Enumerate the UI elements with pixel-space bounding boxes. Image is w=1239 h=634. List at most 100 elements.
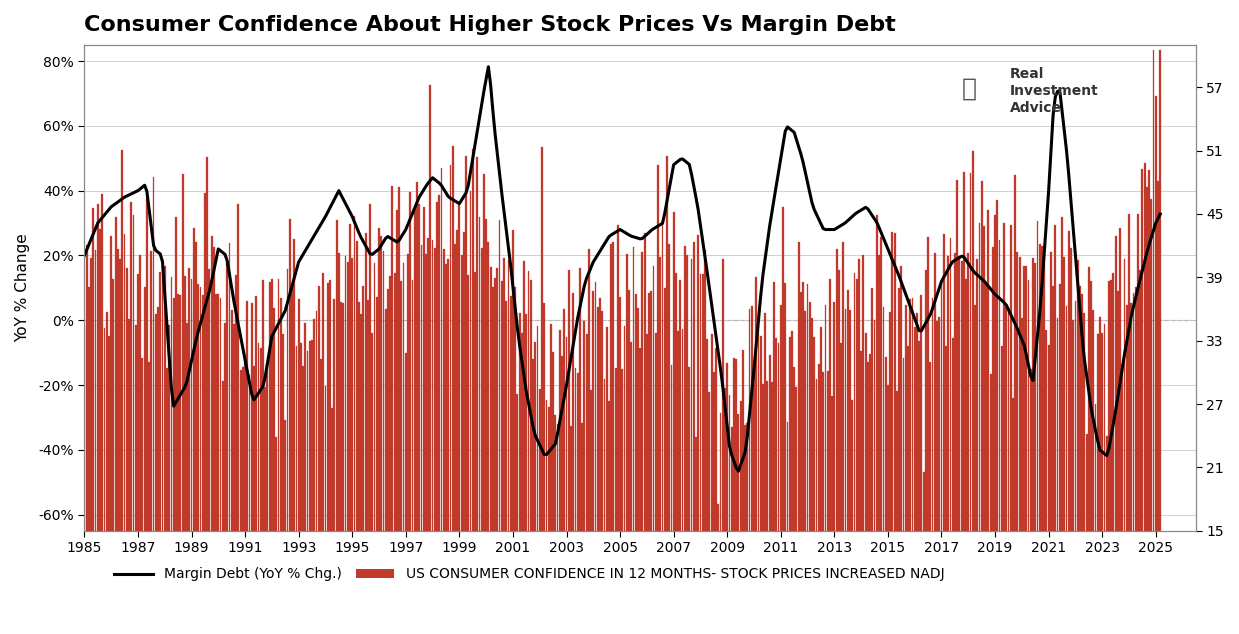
Bar	[247, 301, 248, 531]
Bar	[904, 305, 907, 531]
Bar	[532, 359, 534, 531]
Bar	[831, 396, 833, 531]
Bar	[509, 296, 512, 531]
Bar	[860, 351, 862, 531]
Bar	[903, 358, 904, 531]
Bar	[690, 259, 693, 531]
Bar	[620, 297, 621, 531]
Bar	[748, 309, 751, 531]
Bar	[862, 255, 865, 531]
Bar	[1043, 247, 1044, 531]
Bar	[892, 231, 893, 531]
Bar	[970, 173, 971, 531]
Bar	[116, 249, 119, 531]
Bar	[224, 323, 225, 531]
Bar	[361, 314, 362, 531]
Bar	[807, 285, 809, 531]
Bar	[926, 270, 927, 531]
Bar	[584, 321, 585, 531]
Bar	[93, 208, 94, 531]
Bar	[94, 250, 97, 531]
Bar	[679, 280, 681, 531]
Bar	[733, 358, 735, 531]
Bar	[375, 297, 378, 531]
Bar	[764, 313, 766, 531]
Bar	[779, 305, 782, 531]
Bar	[1041, 246, 1043, 531]
Bar	[896, 391, 898, 531]
Bar	[726, 363, 729, 531]
Bar	[722, 259, 724, 531]
Bar	[133, 215, 134, 531]
Bar	[974, 306, 976, 531]
Bar	[177, 294, 180, 531]
Bar	[746, 422, 748, 531]
Bar	[269, 281, 270, 531]
Bar	[331, 408, 333, 531]
Bar	[461, 255, 462, 531]
Bar	[1074, 301, 1077, 531]
Bar	[199, 287, 202, 531]
Bar	[1079, 286, 1080, 531]
Bar	[603, 379, 606, 531]
Bar	[664, 288, 665, 531]
Bar	[403, 262, 404, 531]
Bar	[494, 278, 496, 531]
Bar	[291, 285, 292, 531]
Bar	[508, 261, 509, 531]
Bar	[1046, 330, 1047, 531]
Bar	[302, 366, 304, 531]
Bar	[396, 210, 398, 531]
Bar	[253, 366, 255, 531]
Bar	[528, 271, 529, 531]
Bar	[467, 275, 470, 531]
Bar	[1121, 364, 1124, 531]
Bar	[398, 187, 400, 531]
Bar	[152, 177, 155, 531]
Bar	[202, 295, 203, 531]
Bar	[1144, 163, 1146, 531]
Bar	[1072, 320, 1074, 531]
Bar	[431, 240, 434, 531]
Bar	[689, 366, 690, 531]
Bar	[615, 368, 617, 531]
Bar	[901, 266, 902, 531]
Bar	[481, 249, 483, 531]
Bar	[217, 294, 219, 531]
Bar	[146, 198, 147, 531]
Bar	[909, 299, 911, 531]
Y-axis label: YoY % Change: YoY % Change	[15, 233, 30, 342]
Bar	[1150, 199, 1152, 531]
Bar	[472, 148, 473, 531]
Bar	[90, 258, 92, 531]
Bar	[1059, 284, 1061, 531]
Text: Real
Investment
Advice: Real Investment Advice	[1010, 67, 1099, 115]
Bar	[968, 254, 969, 531]
Bar	[249, 375, 250, 531]
Bar	[104, 328, 105, 531]
Bar	[1157, 181, 1158, 531]
Bar	[608, 401, 610, 531]
Bar	[1010, 225, 1011, 531]
Bar	[113, 280, 114, 531]
Bar	[255, 296, 258, 531]
Bar	[289, 219, 291, 531]
Bar	[617, 224, 618, 531]
Bar	[445, 264, 447, 531]
Bar	[356, 241, 358, 531]
Bar	[478, 217, 481, 531]
Bar	[804, 311, 807, 531]
Bar	[937, 321, 938, 531]
Bar	[648, 293, 650, 531]
Bar	[981, 181, 983, 531]
Bar	[392, 186, 393, 531]
Bar	[971, 152, 974, 531]
Bar	[795, 387, 798, 531]
Bar	[1048, 345, 1049, 531]
Bar	[363, 286, 364, 531]
Bar	[1146, 187, 1147, 531]
Bar	[330, 280, 331, 531]
Bar	[818, 365, 820, 531]
Bar	[826, 371, 829, 531]
Bar	[261, 280, 264, 531]
